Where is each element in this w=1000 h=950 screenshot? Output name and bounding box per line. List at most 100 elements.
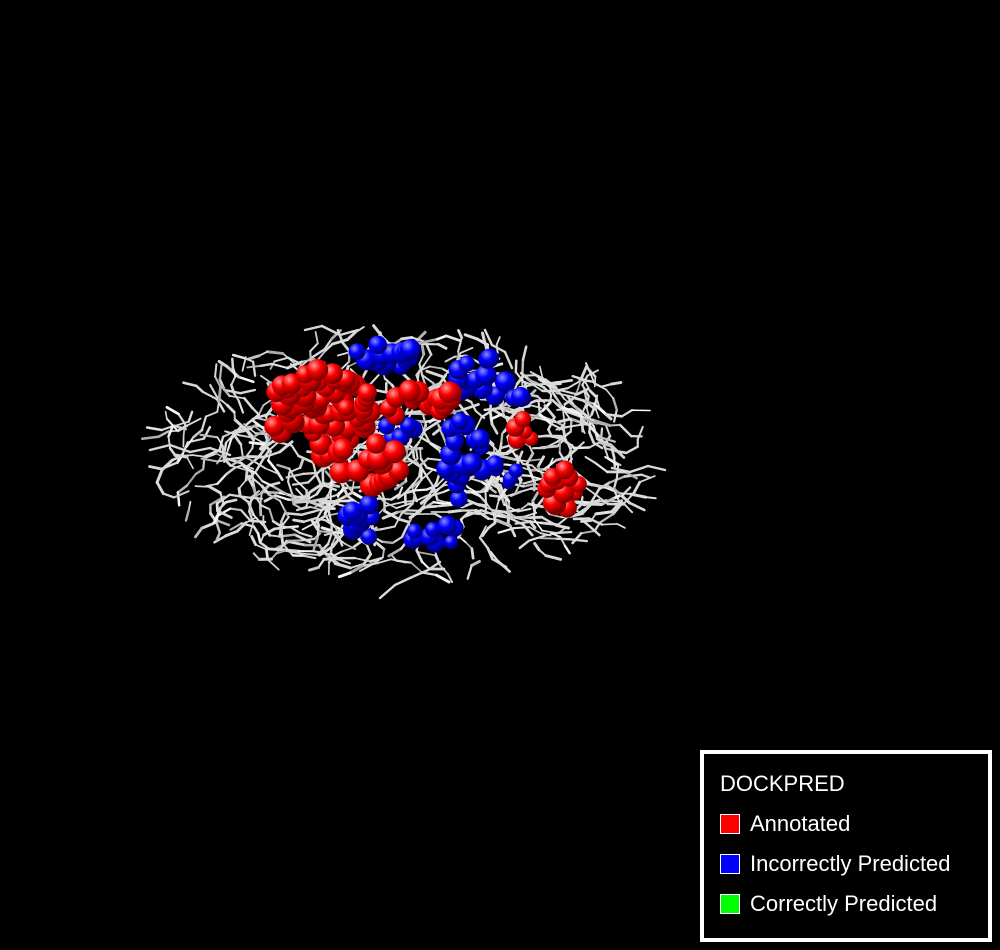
bond-stick-800: [227, 437, 233, 451]
bond-stick-284: [252, 513, 264, 526]
bond-stick-686: [239, 388, 257, 395]
blue-atom-sphere-1: [444, 535, 459, 550]
bond-stick-154: [258, 350, 269, 357]
bond-stick-1438: [328, 499, 342, 510]
legend-label-annotated: Annotated: [750, 811, 851, 836]
bond-stick-385: [562, 428, 567, 441]
bond-stick-1481: [252, 525, 260, 535]
bond-stick-726: [514, 359, 518, 374]
bond-stick-929: [278, 440, 294, 454]
bond-stick-1176: [294, 478, 308, 492]
bond-stick-287: [528, 526, 542, 535]
bond-stick-1272: [312, 514, 327, 525]
bond-stick-1058: [558, 422, 566, 431]
bond-stick-661: [489, 550, 500, 563]
bond-stick-463: [323, 337, 333, 351]
bond-stick-846: [302, 554, 317, 560]
bond-stick-181: [571, 531, 583, 545]
bond-stick-678: [215, 531, 222, 542]
bond-stick-972: [261, 479, 274, 488]
bond-stick-912: [389, 558, 407, 564]
bond-stick-1184: [336, 487, 344, 498]
bond-stick-1362: [287, 471, 291, 483]
bond-stick-10: [520, 503, 530, 510]
bond-stick-1531: [167, 425, 174, 438]
bond-stick-1433: [257, 404, 265, 416]
bond-stick-1341: [254, 461, 267, 470]
bond-stick-1596: [303, 324, 324, 332]
bond-stick-1366: [300, 505, 312, 510]
bond-stick-1350: [547, 415, 556, 431]
bond-stick-603: [594, 462, 609, 473]
bond-stick-153: [265, 350, 285, 355]
bond-stick-1352: [521, 523, 534, 537]
bond-stick-1300: [228, 493, 248, 499]
bond-stick-623: [419, 500, 428, 513]
bond-stick-1355: [478, 511, 499, 515]
bond-stick-1563: [260, 484, 271, 497]
bond-stick-1463: [411, 478, 423, 489]
bond-stick-241: [176, 484, 189, 494]
bond-stick-1048: [585, 365, 597, 378]
bond-stick-719: [307, 566, 320, 572]
bond-stick-809: [516, 507, 532, 513]
bond-stick-1544: [528, 474, 544, 481]
bond-stick-559: [547, 457, 554, 469]
bond-stick-1465: [489, 404, 505, 413]
bond-stick-1595: [426, 560, 442, 572]
bond-stick-604: [584, 455, 597, 465]
bond-stick-1585: [148, 443, 172, 452]
bond-stick-1231: [424, 340, 433, 356]
bond-stick-1284: [194, 485, 211, 488]
bond-stick-694: [225, 466, 237, 476]
bond-stick-1337: [319, 482, 337, 492]
bond-stick-1175: [288, 467, 297, 481]
bond-stick-1407: [561, 406, 580, 415]
bond-stick-1253: [457, 328, 464, 340]
bond-stick-1572: [418, 463, 423, 478]
bond-stick-1046: [481, 331, 487, 345]
bond-stick-1019: [251, 430, 265, 439]
bond-stick-292: [421, 571, 438, 577]
bond-stick-1411: [390, 493, 401, 501]
bond-stick-1583: [499, 405, 511, 416]
bond-stick-1520: [613, 487, 624, 498]
bond-stick-450: [499, 454, 517, 461]
bond-stick-1209: [248, 521, 255, 536]
bond-stick-1453: [559, 389, 578, 396]
bond-stick-1529: [187, 410, 194, 423]
bond-stick-1468: [518, 383, 535, 389]
bond-stick-1556: [383, 500, 398, 509]
bond-stick-1153: [597, 440, 614, 449]
bond-stick-927: [247, 455, 266, 459]
bond-stick-1418: [228, 395, 246, 400]
bond-stick-982: [432, 485, 439, 502]
bond-stick-1315: [526, 403, 542, 409]
bond-stick-799: [230, 425, 243, 440]
bond-stick-1256: [185, 436, 195, 448]
bond-stick-737: [331, 338, 349, 346]
bond-stick-852: [200, 522, 215, 530]
bond-stick-493: [387, 547, 403, 558]
bond-stick-677: [215, 520, 222, 535]
bond-stick-1590: [628, 464, 650, 474]
bond-stick-474: [321, 469, 325, 486]
bond-stick-507: [293, 533, 312, 544]
bond-stick-1367: [309, 505, 322, 511]
bond-stick-1339: [239, 443, 244, 458]
bond-stick-440: [446, 573, 454, 584]
bond-stick-1494: [317, 530, 335, 534]
bond-stick-180: [580, 529, 596, 535]
bond-stick-1351: [543, 404, 556, 419]
bond-stick-1429: [260, 374, 272, 384]
bond-stick-227: [625, 445, 639, 455]
blue-atom-sphere-8: [342, 501, 363, 521]
bond-stick-297: [182, 381, 198, 388]
bond-stick-383: [538, 413, 554, 426]
bond-stick-246: [165, 405, 180, 416]
bond-stick-1472: [486, 485, 497, 494]
bond-stick-448: [487, 441, 497, 450]
bond-stick-1154: [611, 445, 626, 459]
bond-stick-725: [514, 371, 525, 383]
